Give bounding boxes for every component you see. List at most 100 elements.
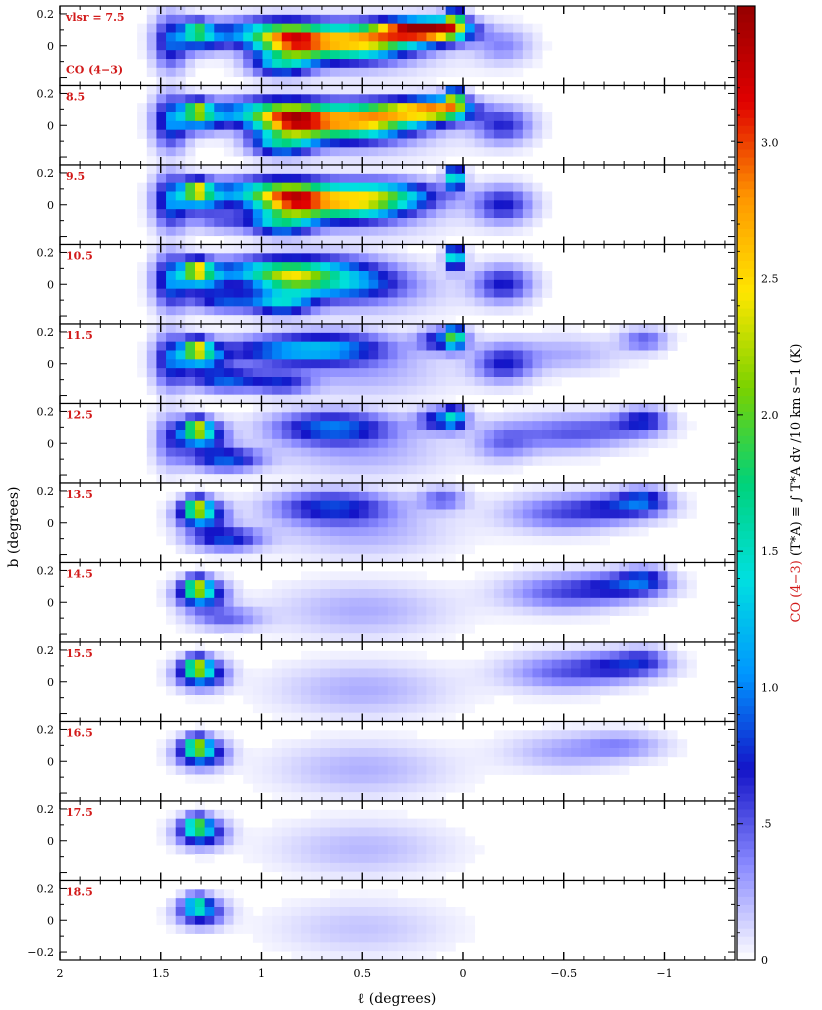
- heatmap-cell: [426, 686, 437, 696]
- heatmap-cell: [542, 288, 553, 298]
- heatmap-cell: [272, 518, 283, 528]
- heatmap-cell: [320, 518, 331, 528]
- heatmap-cell: [358, 23, 369, 33]
- heatmap-cell: [445, 589, 456, 599]
- heatmap-cell: [310, 103, 321, 113]
- heatmap-cell: [590, 756, 601, 767]
- heatmap-cell: [426, 783, 437, 793]
- heatmap-cell: [310, 730, 321, 740]
- heatmap-cell: [493, 297, 504, 307]
- heatmap-cell: [378, 377, 389, 387]
- heatmap-cell: [426, 32, 437, 42]
- heatmap-cell: [445, 447, 456, 457]
- heatmap-cell: [436, 200, 447, 210]
- heatmap-cell: [175, 173, 186, 184]
- heatmap-cell: [349, 235, 360, 245]
- heatmap-cell: [195, 491, 206, 502]
- heatmap-cell: [175, 120, 186, 131]
- heatmap-cell: [262, 297, 273, 307]
- heatmap-cell: [368, 854, 379, 864]
- heatmap-cell: [600, 739, 611, 749]
- heatmap-cell: [301, 209, 312, 219]
- heatmap-cell: [484, 191, 495, 201]
- heatmap-cell: [233, 394, 244, 404]
- heatmap-cell: [416, 324, 427, 334]
- heatmap-cell: [503, 500, 514, 510]
- heatmap-cell: [358, 712, 369, 722]
- heatmap-cell: [378, 792, 389, 802]
- heatmap-cell: [513, 385, 524, 396]
- heatmap-cell: [638, 421, 649, 431]
- heatmap-cell: [522, 589, 533, 599]
- heatmap-cell: [339, 792, 350, 802]
- heatmap-cell: [223, 103, 234, 113]
- heatmap-cell: [542, 491, 553, 502]
- heatmap-cell: [416, 394, 427, 404]
- heatmap-cell: [301, 907, 312, 917]
- heatmap-cell: [561, 748, 572, 758]
- heatmap-cell: [455, 120, 466, 131]
- heatmap-cell: [291, 262, 302, 272]
- heatmap-cell: [522, 50, 533, 60]
- heatmap-cell: [233, 350, 244, 360]
- heatmap-cell: [252, 536, 263, 546]
- heatmap-cell: [368, 359, 379, 369]
- heatmap-cell: [368, 571, 379, 581]
- heatmap-cell: [214, 898, 225, 908]
- heatmap-cell: [657, 756, 668, 767]
- heatmap-cell: [561, 536, 572, 546]
- heatmap-cell: [667, 332, 678, 343]
- heatmap-cell: [185, 50, 196, 60]
- heatmap-cell: [214, 589, 225, 599]
- heatmap-cell: [146, 112, 157, 122]
- y-tick-label: 0: [47, 517, 54, 530]
- heatmap-cell: [233, 271, 244, 281]
- heatmap-cell: [609, 721, 620, 731]
- heatmap-cell: [175, 668, 186, 678]
- heatmap-cell: [474, 306, 485, 316]
- heatmap-cell: [513, 527, 524, 537]
- heatmap-cell: [233, 580, 244, 590]
- heatmap-cell: [281, 544, 292, 555]
- heatmap-cell: [416, 686, 427, 696]
- heatmap-cell: [416, 412, 427, 422]
- heatmap-cell: [233, 456, 244, 466]
- heatmap-cell: [368, 438, 379, 449]
- heatmap-cell: [590, 518, 601, 528]
- heatmap-cell: [339, 518, 350, 528]
- heatmap-cell: [407, 668, 418, 678]
- heatmap-cell: [445, 518, 456, 528]
- heatmap-cell: [590, 509, 601, 519]
- heatmap-cell: [243, 279, 254, 290]
- heatmap-cell: [291, 500, 302, 510]
- heatmap-cell: [349, 297, 360, 307]
- heatmap-cell: [214, 165, 225, 175]
- heatmap-cell: [233, 359, 244, 369]
- heatmap-cell: [590, 686, 601, 696]
- heatmap-cell: [175, 536, 186, 546]
- heatmap-cell: [445, 200, 456, 210]
- heatmap-cell: [474, 456, 485, 466]
- heatmap-cell: [407, 527, 418, 537]
- heatmap-cell: [358, 350, 369, 360]
- heatmap-cell: [513, 173, 524, 184]
- heatmap-cell: [474, 253, 485, 263]
- heatmap-cell: [387, 271, 398, 281]
- heatmap-cell: [281, 500, 292, 510]
- heatmap-cell: [339, 862, 350, 873]
- heatmap-cell: [445, 182, 456, 192]
- heatmap-cell: [551, 368, 562, 378]
- heatmap-cell: [503, 509, 514, 519]
- heatmap-cell: [358, 748, 369, 758]
- heatmap-cell: [166, 332, 177, 343]
- heatmap-cell: [445, 500, 456, 510]
- heatmap-cell: [513, 562, 524, 572]
- heatmap-cell: [349, 536, 360, 546]
- heatmap-cell: [397, 59, 408, 69]
- heatmap-cell: [272, 76, 283, 86]
- heatmap-cell: [262, 191, 273, 201]
- heatmap-cell: [310, 942, 321, 952]
- heatmap-cell: [426, 279, 437, 290]
- heatmap-cell: [600, 730, 611, 740]
- heatmap-cell: [465, 518, 476, 528]
